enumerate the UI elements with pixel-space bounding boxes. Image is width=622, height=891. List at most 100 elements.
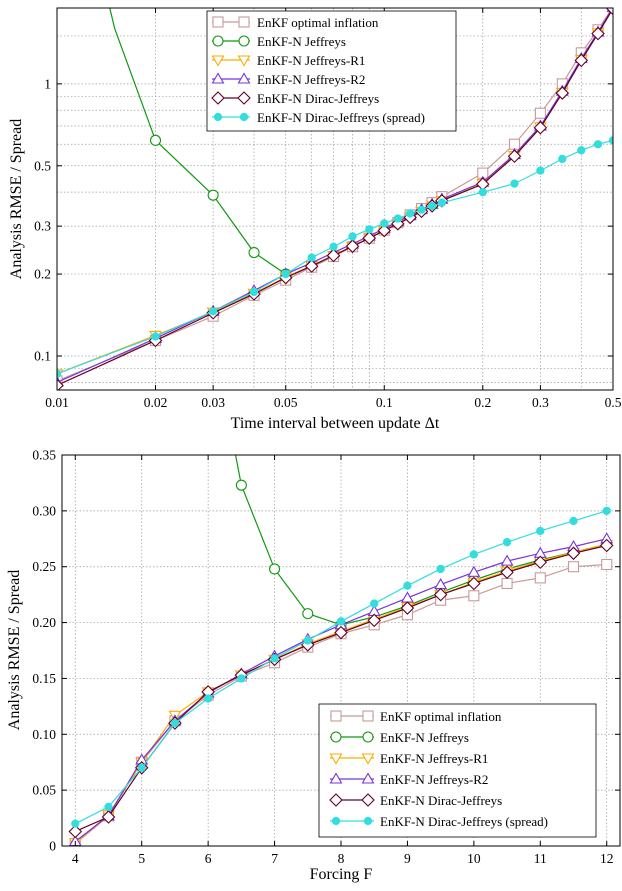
top-legend-label-2: EnKF-N Jeffreys <box>257 34 346 49</box>
top-series-enkf-n-dirac-jeffreys-spread-point <box>558 154 567 164</box>
bottom-x-tick-label: 9 <box>404 851 411 866</box>
top-series-enkf-optimal-inflation-point <box>508 138 521 150</box>
top-legend-label-5: EnKF-N Dirac-Jeffreys <box>257 91 379 106</box>
bottom-series-enkf-optimal-inflation-point <box>534 572 546 584</box>
bottom-series-enkf-n-dirac-jeffreys-point <box>599 538 614 553</box>
bottom-y-tick-label: 0.05 <box>32 783 56 798</box>
top-series-enkf-n-dirac-jeffreys-point <box>591 26 605 41</box>
bottom-series-enkf-n-dirac-jeffreys <box>68 538 614 839</box>
top-series-enkf-n-dirac-jeffreys-spread-point <box>593 140 603 149</box>
bottom-series-enkf-n-dirac-jeffreys-point <box>367 613 381 628</box>
top-series-enkf-n-dirac-jeffreys-spread-point <box>577 146 586 155</box>
bottom-legend-enkf-n-dirac-jeffreys-spread-marker-b <box>363 816 373 826</box>
bottom-series-enkf-n-dirac-jeffreys-spread-point <box>569 516 578 526</box>
top-series-enkf-optimal-inflation-point <box>534 107 546 119</box>
bottom-series-enkf-n-dirac-jeffreys-spread-point <box>170 718 180 728</box>
top-series-enkf-n-jeffreys-point <box>248 246 260 259</box>
top-series-enkf-n-dirac-jeffreys-point <box>606 8 613 16</box>
bottom-x-tick-label: 12 <box>600 851 614 866</box>
top-chart-x-label: Time interval between update Δt <box>231 415 440 432</box>
bottom-legend-label-1: EnKF optimal inflation <box>380 709 502 724</box>
top-series-enkf-n-dirac-jeffreys-spread-point <box>393 214 402 223</box>
top-legend-enkf-n-dirac-jeffreys-marker-a <box>211 91 225 105</box>
top-chart-y-label: Analysis RMSE / Spread <box>8 119 25 279</box>
top-legend-enkf-n-jeffreys-r2-marker-a <box>211 72 225 84</box>
top-legend-enkf-n-jeffreys-marker-b <box>238 35 250 47</box>
top-series-enkf-n-jeffreys-point <box>149 134 162 146</box>
bottom-series-enkf-optimal-inflation-point <box>501 577 513 590</box>
top-series-enkf-n-dirac-jeffreys-line <box>57 8 613 386</box>
top-series-enkf-n-dirac-jeffreys-point <box>304 259 319 273</box>
bottom-series-enkf-n-dirac-jeffreys-spread-point <box>270 654 279 663</box>
top-series-enkf-n-dirac-jeffreys-point <box>555 86 570 100</box>
bottom-x-tick-label: 5 <box>138 851 145 866</box>
top-series-enkf-n-dirac-jeffreys-spread <box>57 136 613 378</box>
top-series-enkf-n-dirac-jeffreys-spread-point <box>510 179 519 188</box>
bottom-chart-y-label: Analysis RMSE / Spread <box>6 570 23 730</box>
bottom-series-enkf-n-dirac-jeffreys-point <box>101 810 116 824</box>
bottom-chart: 4 5 6 7 8 9 10 11 12 0 0.05 0.10 0.15 0.20 0.25 0.30 0.3… <box>6 448 621 883</box>
bottom-legend-markers <box>329 710 375 826</box>
bottom-series-enkf-n-jeffreys-r2-point <box>500 554 514 566</box>
bottom-y-tick-label: 0 <box>49 839 56 854</box>
top-chart-frame <box>56 7 614 391</box>
bottom-y-tick-label: 0.35 <box>32 448 56 463</box>
top-series-enkf-n-jeffreys-point <box>207 189 219 201</box>
top-legend-label-4: EnKF-N Jeffreys-R2 <box>257 72 365 87</box>
top-legend-box <box>206 10 457 132</box>
top-series-enkf-n-dirac-jeffreys-spread-point <box>608 136 613 145</box>
bottom-y-tick-label: 0.15 <box>32 671 56 686</box>
bottom-series-enkf-n-dirac-jeffreys-point <box>68 824 83 839</box>
bottom-series-enkf-n-dirac-jeffreys-spread-point <box>536 526 545 536</box>
bottom-legend-enkf-optimal-inflation-marker-a <box>330 710 342 722</box>
bottom-series-enkf-n-jeffreys-r2-point <box>434 577 448 590</box>
top-series-enkf-n-dirac-jeffreys-spread-point <box>307 253 316 262</box>
top-series-enkf-n-dirac-jeffreys-spread-point <box>281 269 290 279</box>
bottom-series-enkf-n-dirac-jeffreys-spread-point <box>237 674 246 683</box>
top-legend-enkf-n-jeffreys-marker-a <box>212 35 224 47</box>
bottom-legend-enkf-n-jeffreys-r1-marker-a <box>329 753 343 765</box>
top-chart-ticks: 0.01 0.02 0.03 0.05 0.1 0.2 0.3 0.5 0.1 0.2 0.3 0.5… <box>34 8 622 410</box>
bottom-legend-enkf-optimal-inflation-marker-b <box>362 710 374 722</box>
top-legend-enkf-n-dirac-jeffreys-marker-b <box>237 91 251 105</box>
top-x-tick-label: 0.1 <box>376 395 393 410</box>
bottom-legend-enkf-n-jeffreys-r2-marker-b <box>361 772 375 784</box>
top-series-enkf-n-dirac-jeffreys-point <box>345 239 360 254</box>
top-series-enkf-n-dirac-jeffreys-spread-point <box>208 307 218 316</box>
bottom-legend-enkf-n-dirac-jeffreys-marker-b <box>361 793 375 807</box>
bottom-x-tick-label: 4 <box>72 851 79 866</box>
top-legend-enkf-optimal-inflation-marker-b <box>238 16 250 28</box>
bottom-y-tick-label: 0.25 <box>32 559 56 574</box>
top-x-tick-label: 0.02 <box>144 395 168 410</box>
bottom-series-enkf-n-jeffreys-line <box>240 484 607 626</box>
top-legend-enkf-n-jeffreys-r1-marker-b <box>237 55 251 67</box>
top-series-enkf-n-dirac-jeffreys-spread-point <box>365 225 374 234</box>
bottom-series-enkf-n-dirac-jeffreys-point <box>400 601 415 615</box>
top-x-tick-label: 0.5 <box>605 395 622 410</box>
top-y-tick-label: 0.3 <box>34 219 51 234</box>
top-x-tick-label: 0.05 <box>274 395 298 410</box>
bottom-series-enkf-n-dirac-jeffreys-spread-point <box>104 802 113 812</box>
top-series-enkf-n-dirac-jeffreys-spread-point <box>151 332 160 341</box>
bottom-legend-label-3: EnKF-N Jeffreys-R1 <box>380 751 488 766</box>
bottom-y-tick-label: 0.30 <box>32 503 56 518</box>
bottom-series-enkf-n-jeffreys <box>234 455 613 631</box>
bottom-series-enkf-n-dirac-jeffreys-spread-point <box>336 617 346 626</box>
top-series-enkf-n-dirac-jeffreys-spread-point <box>417 205 426 214</box>
top-series-enkf-n-dirac-jeffreys-spread-point <box>427 201 437 211</box>
bottom-series-enkf-n-dirac-jeffreys-spread-point <box>137 763 146 772</box>
bottom-chart-ticks: 4 5 6 7 8 9 10 11 12 0 0.05 0.10 0.15 0.20 0.25 0.30 0.3… <box>32 448 620 866</box>
bottom-series-enkf-n-dirac-jeffreys-point <box>433 587 448 602</box>
top-series-enkf-n-jeffreys-line <box>155 139 287 275</box>
bottom-legend-enkf-n-jeffreys-r1-marker-b <box>361 753 375 765</box>
top-series-enkf-n-dirac-jeffreys-point <box>574 53 589 68</box>
bottom-legend-enkf-n-dirac-jeffreys-marker-a <box>329 793 343 807</box>
top-legend-enkf-n-dirac-jeffreys-spread-marker-a <box>213 112 223 122</box>
top-legend-label-6: EnKF-N Dirac-Jeffreys (spread) <box>257 110 425 125</box>
bottom-series-enkf-n-dirac-jeffreys-spread-point <box>203 694 213 703</box>
bottom-series-enkf-n-jeffreys-point <box>302 608 314 620</box>
bottom-series-enkf-n-dirac-jeffreys-spread-point <box>602 506 611 516</box>
bottom-series-enkf-n-dirac-jeffreys-spread-point <box>403 581 412 590</box>
bottom-chart-legend: EnKF optimal inflation EnKF-N Jeffreys E… <box>318 703 597 838</box>
